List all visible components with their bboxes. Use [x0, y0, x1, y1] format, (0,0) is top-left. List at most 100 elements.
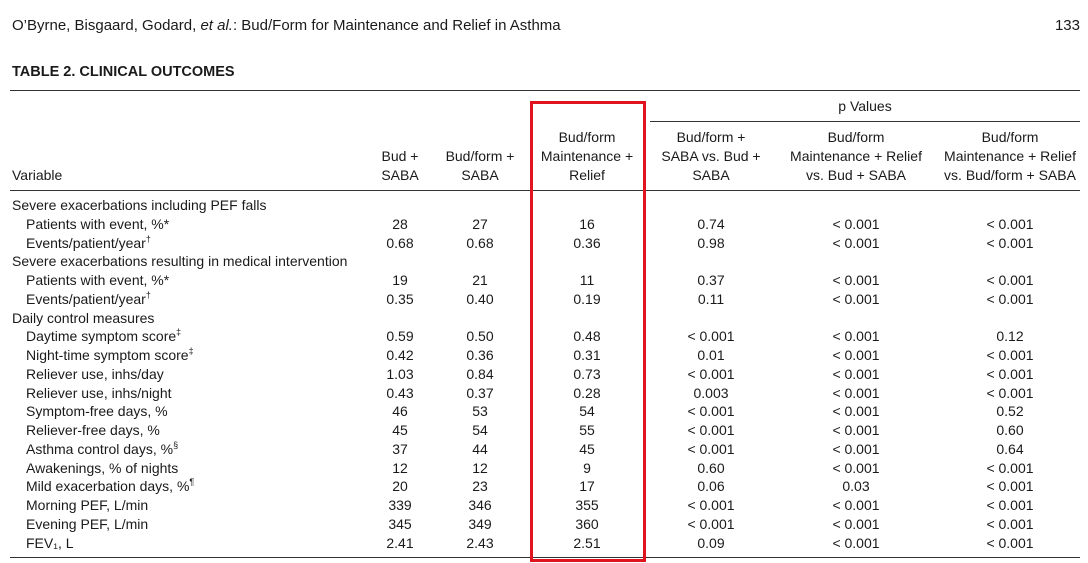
label: Night-time symptom score — [26, 347, 189, 363]
cell: < 0.001 — [986, 515, 1034, 532]
cell: 55 — [579, 422, 595, 438]
cell: 20 — [392, 478, 408, 495]
cell: < 0.001 — [687, 422, 735, 438]
cell: 0.59 — [386, 328, 414, 345]
cell: 0.28 — [573, 384, 601, 401]
cell: < 0.001 — [832, 347, 880, 363]
row-label: Patients with event, %* — [26, 271, 169, 289]
cell: 1.03 — [386, 365, 414, 382]
cell: < 0.001 — [832, 215, 880, 232]
cell: 19 — [392, 272, 408, 288]
column-header: Maintenance + Relief — [790, 148, 922, 164]
column-header: Bud + — [381, 148, 419, 164]
cell: 16 — [579, 215, 595, 232]
cell: 0.19 — [573, 290, 601, 307]
cell: 46 — [392, 403, 408, 420]
label: Symptom-free days, % — [26, 403, 168, 420]
column-header: Relief — [569, 167, 605, 183]
row-label: Awakenings, % of nights — [26, 459, 178, 477]
row-label: Reliever use, inhs/night — [26, 384, 172, 402]
cell: 0.11 — [697, 290, 725, 307]
authors: O’Byrne, Bisgaard, Godard, — [12, 17, 197, 34]
cell: 17 — [579, 478, 595, 495]
cell: < 0.001 — [687, 328, 735, 345]
cell: < 0.001 — [986, 459, 1034, 476]
label: Evening PEF, L/min — [26, 515, 149, 532]
footnote-mark: † — [145, 233, 151, 244]
label: Events/patient/year — [26, 290, 146, 307]
column-header: Maintenance + Relief — [944, 148, 1076, 164]
cell: 44 — [472, 440, 488, 457]
cell: < 0.001 — [832, 534, 880, 551]
cell: 0.35 — [386, 290, 414, 307]
cell: 355 — [575, 497, 599, 513]
cell: 0.31 — [573, 347, 601, 363]
cell: < 0.001 — [986, 290, 1034, 307]
cell: < 0.001 — [687, 365, 735, 382]
cell: 12 — [472, 459, 488, 476]
cell: 54 — [472, 422, 488, 438]
column-header: Bud/form — [827, 129, 885, 145]
row-label: Reliever-free days, % — [26, 421, 160, 439]
cell: < 0.001 — [986, 272, 1034, 288]
cell: < 0.001 — [832, 365, 880, 382]
cell: < 0.001 — [832, 234, 880, 251]
column-header: Bud/form — [981, 129, 1039, 145]
cell: 21 — [472, 272, 488, 288]
cell: 0.43 — [386, 384, 414, 401]
cell: < 0.001 — [832, 515, 880, 532]
column-header: Bud/form — [558, 129, 616, 145]
row-label: Evening PEF, L/min — [26, 515, 148, 533]
cell: 0.74 — [697, 215, 725, 232]
cell: < 0.001 — [687, 403, 735, 420]
cell: 45 — [579, 440, 595, 457]
header-rule — [10, 190, 1080, 191]
footnote-mark: ‡ — [176, 327, 182, 338]
cell: < 0.001 — [832, 290, 880, 307]
cell: < 0.001 — [986, 497, 1034, 513]
row-label: Events/patient/year† — [26, 234, 151, 252]
cell: 349 — [468, 515, 492, 532]
cell: 0.40 — [466, 290, 494, 307]
cell: 0.01 — [697, 347, 725, 363]
cell: < 0.001 — [687, 497, 735, 513]
top-rule — [10, 90, 1080, 91]
label: Reliever use, inhs/day — [26, 365, 164, 382]
row-label: Reliever use, inhs/day — [26, 365, 164, 383]
cell: 0.73 — [573, 365, 601, 382]
column-header: SABA — [692, 167, 730, 183]
cell: < 0.001 — [832, 440, 880, 457]
cell: < 0.001 — [687, 440, 735, 457]
column-header: SABA — [461, 167, 499, 183]
title: : Bud/Form for Maintenance and Relief in… — [232, 17, 561, 34]
row-label: Night-time symptom score‡ — [26, 346, 194, 364]
column-header: Bud/form + — [445, 148, 515, 164]
section-title: Daily control measures — [12, 309, 155, 326]
label: Reliever use, inhs/night — [26, 384, 172, 401]
cell: 0.06 — [697, 478, 725, 495]
column-header: Variable — [12, 167, 63, 183]
cell: < 0.001 — [986, 478, 1034, 495]
cell: < 0.001 — [832, 497, 880, 513]
cell: 0.60 — [697, 459, 725, 476]
cell: 0.37 — [466, 384, 494, 401]
cell: 9 — [583, 459, 591, 476]
column-header: SABA — [381, 167, 419, 183]
row-label: Asthma control days, %§ — [26, 440, 178, 458]
cell: 0.68 — [386, 234, 414, 251]
cell: 0.003 — [693, 384, 729, 401]
cell: 12 — [392, 459, 408, 476]
p-values-header: p Values — [838, 98, 892, 114]
page-number: 133 — [1054, 17, 1080, 34]
cell: < 0.001 — [986, 384, 1034, 401]
cell: 0.98 — [697, 234, 725, 251]
cell: 0.09 — [697, 534, 725, 551]
label: Asthma control days, % — [26, 440, 174, 457]
cell: < 0.001 — [832, 422, 880, 438]
cell: < 0.001 — [986, 347, 1034, 363]
row-label: Patients with event, %* — [26, 215, 169, 233]
cell: < 0.001 — [832, 328, 880, 345]
cell: < 0.001 — [832, 403, 880, 420]
label: Events/patient/year — [26, 234, 146, 251]
